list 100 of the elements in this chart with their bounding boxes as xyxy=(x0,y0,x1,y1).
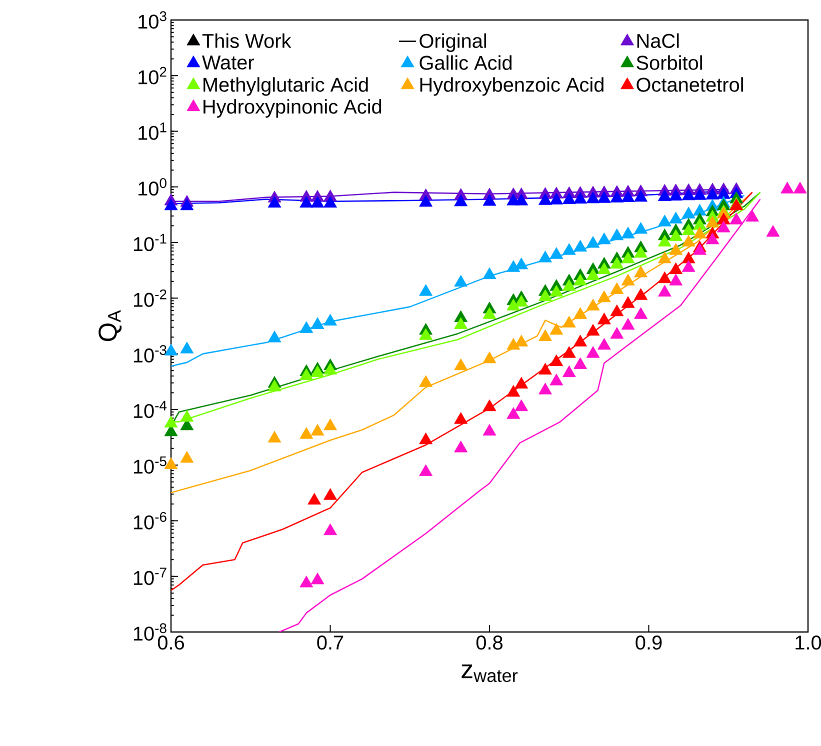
point xyxy=(164,198,178,210)
y-tick-label: 10$^{1}$ xyxy=(138,122,166,140)
point xyxy=(310,572,324,584)
point xyxy=(482,424,496,436)
point xyxy=(793,182,807,194)
point xyxy=(658,234,672,246)
point xyxy=(164,416,178,428)
point xyxy=(300,427,314,439)
point xyxy=(621,252,635,264)
point xyxy=(482,399,496,412)
point xyxy=(634,307,648,319)
point xyxy=(268,196,282,208)
point xyxy=(514,399,528,412)
point xyxy=(310,317,324,329)
point xyxy=(669,212,683,224)
x-tick-label: 0.9 xyxy=(636,636,662,650)
point xyxy=(746,210,759,222)
point xyxy=(324,488,337,500)
point xyxy=(300,196,314,208)
point xyxy=(419,464,432,476)
point xyxy=(597,290,611,302)
point xyxy=(268,430,282,442)
point xyxy=(574,334,587,346)
point xyxy=(574,307,587,319)
point xyxy=(574,240,587,252)
point xyxy=(324,523,337,536)
legend-label: Hydroxypinonic Acid xyxy=(204,99,382,118)
point xyxy=(180,198,194,210)
point xyxy=(310,196,324,208)
point xyxy=(634,288,648,300)
point xyxy=(538,329,552,342)
point xyxy=(538,382,552,394)
legend-label: Gallic Acid xyxy=(420,55,512,70)
point xyxy=(780,182,794,194)
point xyxy=(658,214,672,226)
point xyxy=(586,192,600,204)
point xyxy=(597,312,611,324)
point xyxy=(538,193,552,205)
point xyxy=(419,284,432,296)
point xyxy=(419,195,432,207)
point xyxy=(621,226,635,238)
point xyxy=(506,298,520,310)
point xyxy=(482,267,496,280)
x-tick-label: 0.7 xyxy=(317,636,344,650)
point xyxy=(586,298,600,310)
legend-label: Sorbitol xyxy=(636,55,702,70)
point xyxy=(706,232,720,244)
point xyxy=(562,316,576,328)
legend-label: Original xyxy=(420,33,486,52)
point xyxy=(658,189,672,201)
point xyxy=(300,321,314,333)
point xyxy=(514,258,528,270)
point xyxy=(621,190,635,202)
legend-label: Hydroxybenzoic Acid xyxy=(420,77,604,96)
point xyxy=(597,338,611,350)
y-tick-label: 10$^{-1}$ xyxy=(134,234,166,252)
point xyxy=(310,365,324,378)
point xyxy=(574,357,587,369)
point xyxy=(586,324,600,336)
point xyxy=(538,362,552,375)
point xyxy=(730,212,744,224)
point xyxy=(268,380,282,392)
point xyxy=(658,252,672,264)
point xyxy=(482,194,496,206)
legend-label: This Work xyxy=(202,33,292,48)
point xyxy=(514,334,528,346)
point xyxy=(610,282,624,294)
point xyxy=(658,271,672,284)
point xyxy=(586,346,600,358)
point xyxy=(562,365,576,378)
point xyxy=(682,223,696,236)
point xyxy=(550,192,564,204)
point xyxy=(562,192,576,204)
line-series xyxy=(278,198,761,632)
point xyxy=(682,234,696,246)
point xyxy=(538,289,552,301)
point xyxy=(693,243,706,255)
point xyxy=(621,296,635,308)
point xyxy=(482,352,496,364)
point xyxy=(716,187,730,199)
point xyxy=(766,225,780,237)
point xyxy=(550,284,564,297)
point xyxy=(310,424,324,436)
line-series xyxy=(171,192,753,592)
point xyxy=(180,342,194,354)
point xyxy=(482,307,496,319)
point xyxy=(634,222,648,234)
y-axis-title: Q$_{A}$ xyxy=(98,310,122,342)
point xyxy=(669,274,683,286)
point xyxy=(610,228,624,240)
point xyxy=(514,376,528,389)
point xyxy=(610,327,624,339)
y-tick-label: 10$^{-5}$ xyxy=(134,456,166,474)
legend-label: Octanetetrol xyxy=(636,77,743,92)
y-tick-label: 10$^{-6}$ xyxy=(134,512,166,530)
y-tick-label: 10$^{3}$ xyxy=(138,11,166,29)
point xyxy=(550,323,564,335)
point xyxy=(308,492,322,505)
point xyxy=(324,314,337,326)
point xyxy=(419,375,432,387)
